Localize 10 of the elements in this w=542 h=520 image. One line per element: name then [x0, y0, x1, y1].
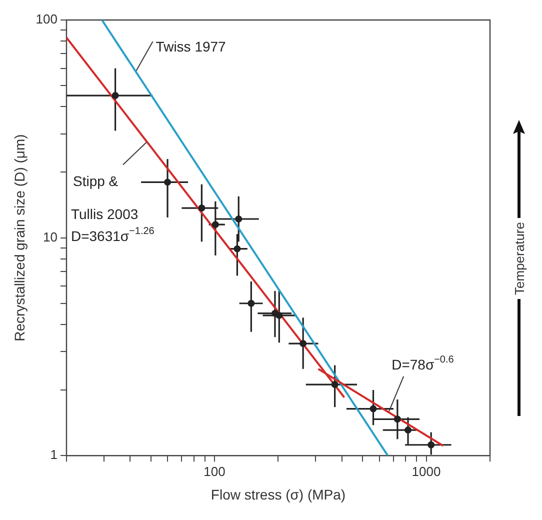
y-axis-title: Recrystallized grain size (D) (μm) [11, 134, 28, 342]
y-tick-label: 100 [36, 12, 58, 27]
y-tick-label: 10 [43, 229, 58, 244]
annotation: Stipp & [73, 172, 119, 189]
y-tick-label: 1 [50, 447, 58, 462]
x-tick-label: 1000 [412, 464, 441, 479]
text: Temperature [512, 218, 526, 299]
annotation: Tullis 2003 [70, 206, 138, 222]
x-axis-title: Flow stress (σ) (MPa) [210, 486, 346, 502]
annotation: Twiss 1977 [156, 38, 226, 55]
